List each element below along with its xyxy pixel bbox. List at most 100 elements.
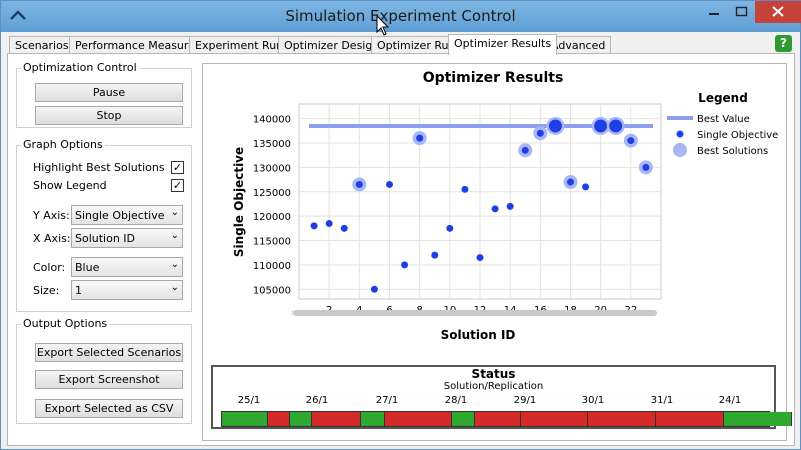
horizontal-scrollbar[interactable] <box>293 310 657 316</box>
status-label: 31/1 <box>650 395 674 406</box>
y-tick-label: 130000 <box>253 163 291 174</box>
data-point <box>446 224 454 232</box>
data-point <box>491 205 499 213</box>
status-label: 29/1 <box>513 395 537 406</box>
chevron-down-icon: ⌄ <box>170 230 179 241</box>
y-tick-label: 135000 <box>253 139 291 150</box>
status-segment <box>290 412 312 426</box>
data-point <box>325 219 333 227</box>
minimize-button[interactable] <box>700 1 728 23</box>
color-select[interactable]: Blue ⌄ <box>71 257 183 277</box>
status-segment <box>268 412 290 426</box>
status-label: 26/1 <box>305 395 329 406</box>
data-point <box>594 119 608 133</box>
y-tick-label: 110000 <box>253 261 291 272</box>
data-point <box>431 251 439 259</box>
tab-optimizer-results[interactable]: Optimizer Results <box>448 34 558 55</box>
tab-scenarios[interactable]: Scenarios <box>9 36 75 54</box>
output-options-group: Output Options Export Selected Scenarios… <box>16 317 192 424</box>
window-title: Simulation Experiment Control <box>285 7 516 25</box>
tab-optimizer-design[interactable]: Optimizer Design <box>278 36 386 54</box>
status-label: 27/1 <box>375 395 399 406</box>
graph-options-group: Graph Options Highlight Best Solutions ✓… <box>16 138 192 312</box>
data-point <box>310 222 318 230</box>
status-panel: Status Solution/Replication 25/1 26/1 27/1… <box>211 365 792 429</box>
data-point <box>521 146 529 154</box>
scatter-chart: Optimizer Results 105000 110000 115000 1200… <box>232 70 778 342</box>
status-segment <box>656 412 724 426</box>
status-segment <box>475 412 521 426</box>
legend-best-solutions-label: Best Solutions <box>697 146 768 157</box>
data-point <box>476 254 484 262</box>
tab-advanced[interactable]: Advanced <box>545 36 612 54</box>
data-point <box>386 180 393 188</box>
pause-button[interactable]: Pause <box>35 83 183 102</box>
minimize-icon <box>709 13 719 15</box>
legend-best-value-label: Best Value <box>697 114 750 125</box>
close-button[interactable] <box>755 1 801 23</box>
status-title: Status <box>471 367 516 381</box>
data-point <box>461 185 469 193</box>
maximize-icon <box>735 6 748 17</box>
stop-button[interactable]: Stop <box>35 106 183 125</box>
data-point <box>370 285 378 293</box>
tab-performance-measures[interactable]: Performance Measures <box>69 36 207 54</box>
legend-best-solutions-swatch <box>673 143 687 157</box>
status-label: 30/1 <box>581 395 605 406</box>
y-tick-label: 140000 <box>253 115 291 126</box>
chevron-down-icon: ⌄ <box>170 207 179 218</box>
data-point <box>506 202 514 210</box>
optimizer-results-panel: Optimization Control Pause Stop Graph Op… <box>7 53 795 446</box>
x-axis-label: X Axis: <box>33 232 71 245</box>
status-segment <box>361 412 385 426</box>
chart-title: Optimizer Results <box>423 70 564 86</box>
select-value: Solution ID <box>75 232 136 245</box>
select-value: Blue <box>75 261 100 274</box>
x-axis-label: Solution ID <box>441 328 516 342</box>
y-tick-label: 105000 <box>253 285 291 296</box>
size-label: Size: <box>33 284 60 297</box>
status-label: 24/1 <box>718 395 742 406</box>
group-title: Optimization Control <box>21 61 139 74</box>
tab-optimizer-run[interactable]: Optimizer Run <box>371 36 462 54</box>
select-value: 1 <box>75 284 82 297</box>
data-point <box>548 119 562 133</box>
show-legend-label: Show Legend <box>33 179 107 192</box>
status-segment <box>222 412 268 426</box>
status-segment <box>385 412 452 426</box>
legend: Legend Best Value Single Objective Best … <box>667 91 778 157</box>
y-tick-label: 115000 <box>253 237 291 248</box>
export-screenshot-button[interactable]: Export Screenshot <box>35 370 183 389</box>
maximize-button[interactable] <box>728 1 755 23</box>
export-csv-button[interactable]: Export Selected as CSV <box>35 399 183 418</box>
chevron-up-icon[interactable] <box>9 8 27 22</box>
data-point <box>582 183 590 191</box>
optimization-control-group: Optimization Control Pause Stop <box>16 61 192 128</box>
tab-experiment-run[interactable]: Experiment Run <box>189 36 290 54</box>
chevron-down-icon: ⌄ <box>170 259 179 270</box>
status-bar <box>221 411 792 427</box>
y-tick-label: 120000 <box>253 212 291 223</box>
data-point <box>536 129 544 137</box>
y-tick-label: 125000 <box>253 188 291 199</box>
data-point <box>401 261 409 269</box>
y-axis-label: Y Axis: <box>33 209 70 222</box>
status-segment <box>312 412 361 426</box>
data-point <box>627 137 635 145</box>
data-point <box>567 178 574 186</box>
chevron-down-icon: ⌄ <box>170 282 179 293</box>
graph-area: Optimizer Results 105000 110000 115000 1200… <box>202 63 792 441</box>
size-select[interactable]: 1 ⌄ <box>71 280 183 300</box>
group-title: Graph Options <box>21 138 105 151</box>
group-title: Output Options <box>21 317 110 330</box>
legend-single-objective-label: Single Objective <box>697 130 778 141</box>
export-scenarios-button[interactable]: Export Selected Scenarios <box>35 343 183 362</box>
status-label: 25/1 <box>237 395 261 406</box>
highlight-best-checkbox[interactable]: ✓ <box>171 161 184 174</box>
help-icon[interactable]: ? <box>775 35 792 52</box>
y-axis-select[interactable]: Single Objective ⌄ <box>71 205 183 225</box>
show-legend-checkbox[interactable]: ✓ <box>171 179 184 192</box>
close-icon <box>772 6 784 17</box>
x-axis-select[interactable]: Solution ID ⌄ <box>71 228 183 248</box>
